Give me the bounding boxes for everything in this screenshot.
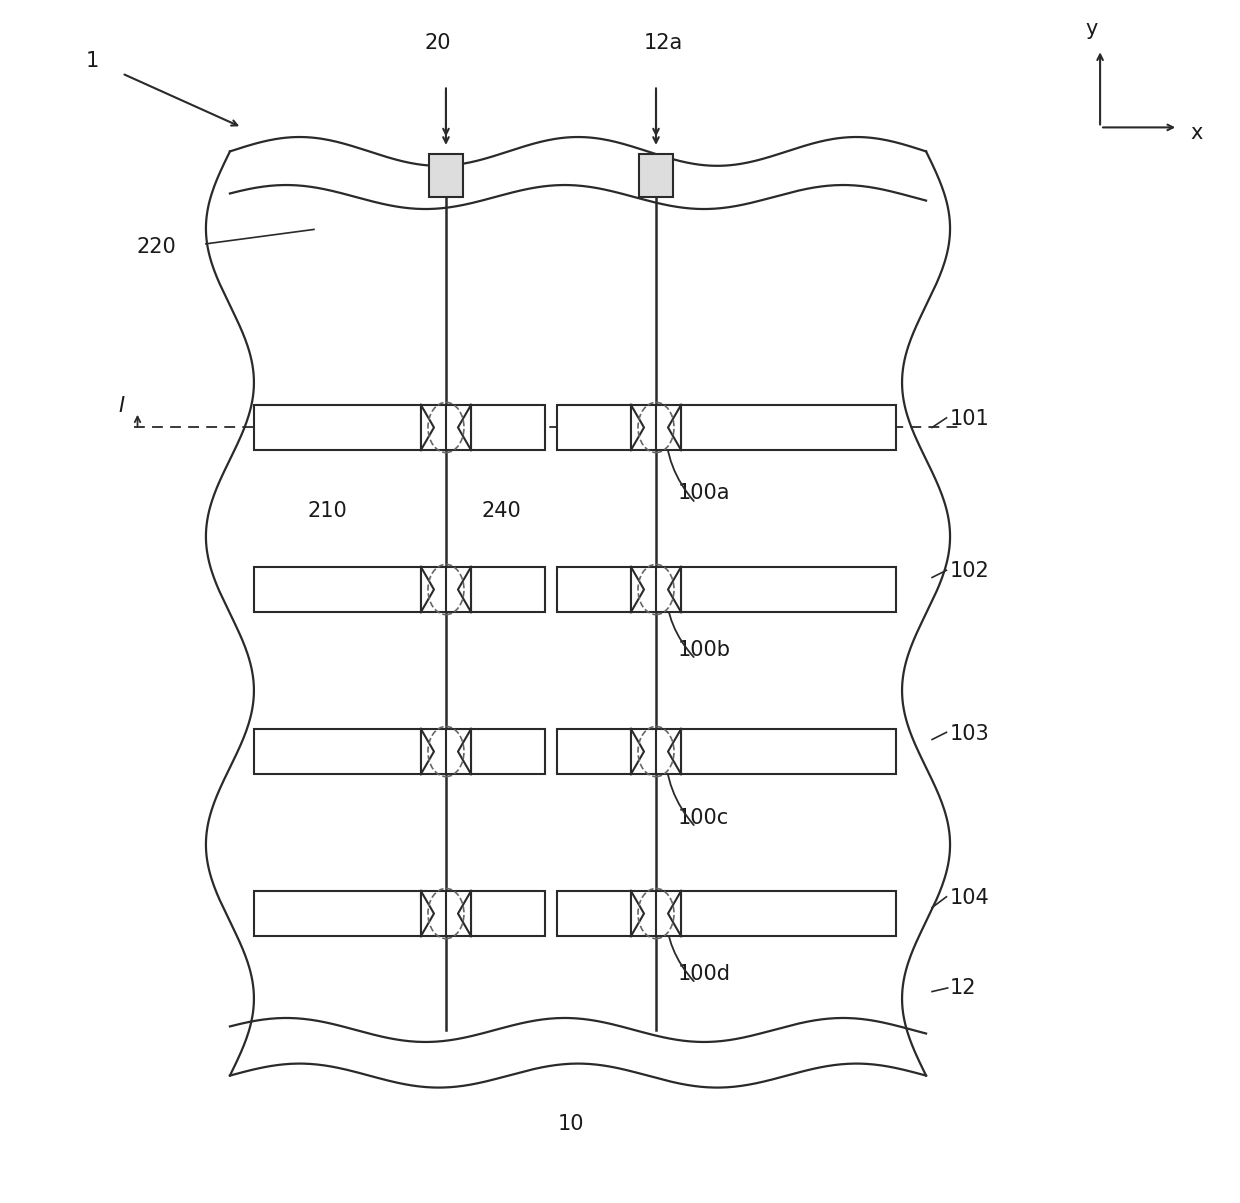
Bar [631,890,681,936]
Text: x: x [1190,124,1203,143]
Text: 100b: 100b [677,640,730,659]
Text: 100a: 100a [677,484,730,504]
Bar [254,567,420,612]
Bar [420,567,471,612]
FancyBboxPatch shape [429,154,463,197]
Bar [471,729,546,775]
Bar [254,404,420,450]
Text: 20: 20 [424,34,451,53]
Bar [471,404,546,450]
Bar [631,567,681,612]
Text: 220: 220 [136,237,176,257]
Bar [681,729,897,775]
Text: 101: 101 [950,409,990,429]
Bar [420,890,471,936]
FancyBboxPatch shape [639,154,673,197]
Text: 100c: 100c [677,807,729,828]
Bar [420,729,471,775]
Text: 103: 103 [950,723,990,743]
Text: 100d: 100d [677,964,730,984]
Bar [681,404,897,450]
Text: 1: 1 [86,52,99,71]
Bar [471,567,546,612]
Text: y: y [1086,19,1099,38]
Text: I': I' [854,433,866,454]
Bar [254,729,420,775]
Bar [631,404,681,450]
Bar [681,890,897,936]
Bar [557,890,631,936]
Text: 240: 240 [482,502,522,521]
Text: 104: 104 [950,888,990,908]
Text: 102: 102 [950,562,990,581]
Text: 210: 210 [308,502,347,521]
Bar [557,567,631,612]
Bar [557,404,631,450]
Text: I: I [118,396,124,416]
Text: 12: 12 [950,978,977,998]
Text: 12a: 12a [644,34,683,53]
Bar [420,404,471,450]
Bar [681,567,897,612]
Bar [471,890,546,936]
Text: 10: 10 [558,1114,584,1133]
Bar [557,729,631,775]
Bar [254,890,420,936]
Bar [631,729,681,775]
